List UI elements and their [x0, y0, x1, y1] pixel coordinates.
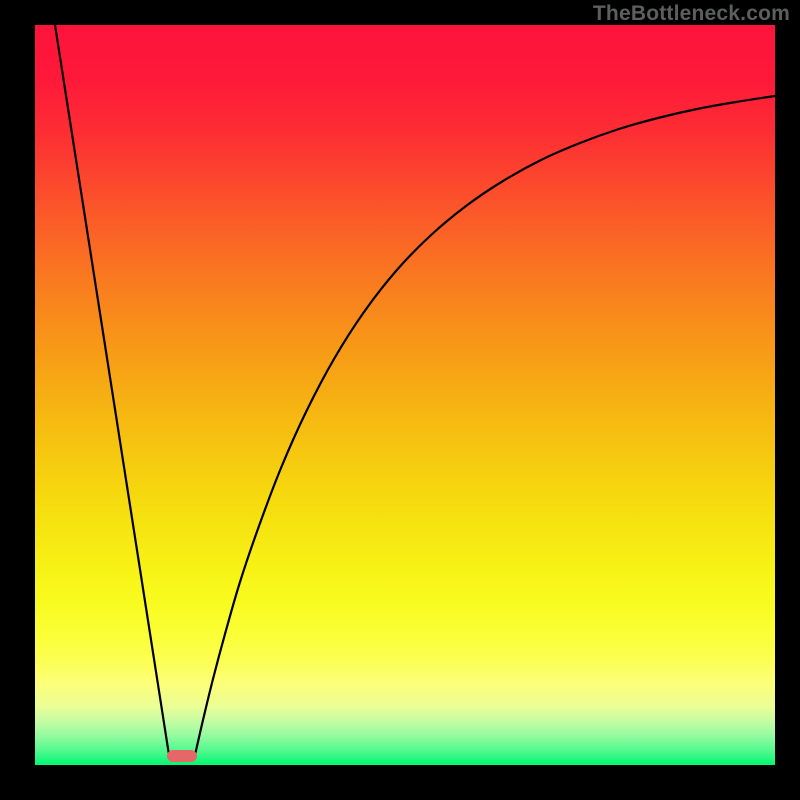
plot-background — [35, 25, 775, 765]
bottleneck-chart — [0, 0, 800, 800]
trough-marker — [167, 750, 197, 762]
watermark-label: TheBottleneck.com — [593, 2, 790, 26]
chart-stage: TheBottleneck.com — [0, 0, 800, 800]
